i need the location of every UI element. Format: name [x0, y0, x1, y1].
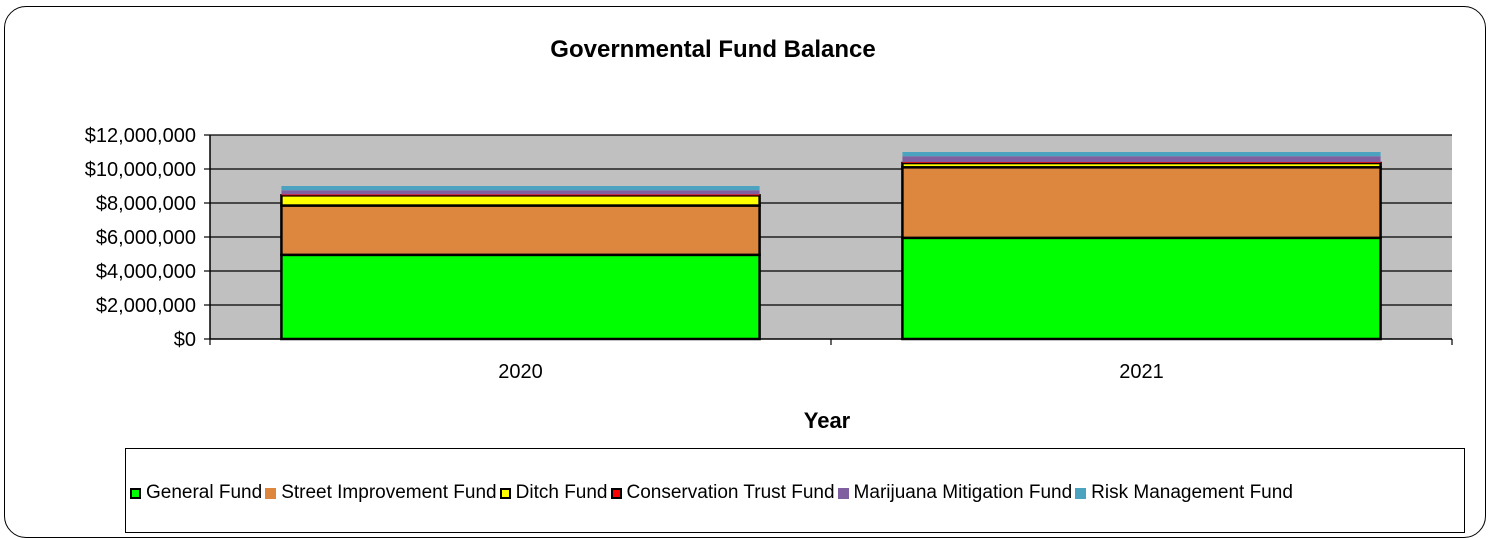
y-tick-label: $6,000,000	[96, 227, 196, 249]
legend-swatch	[837, 487, 849, 499]
y-tick-label: $4,000,000	[96, 261, 196, 283]
legend-swatch	[130, 487, 141, 499]
legend-swatch	[1075, 487, 1087, 499]
legend-label: Conservation Trust Fund	[626, 482, 835, 503]
x-ticks: 2020 2021	[209, 339, 1453, 383]
y-tick-label: $2,000,000	[96, 295, 196, 317]
x-tick-label: 2020	[498, 361, 543, 383]
bar-segment	[902, 156, 1381, 163]
legend-label: Risk Management Fund	[1091, 482, 1293, 503]
legend-item: Ditch Fund	[499, 482, 608, 504]
bar-segment	[281, 194, 760, 196]
chart-title: Governmental Fund Balance	[550, 36, 876, 63]
legend-label: Marijuana Mitigation Fund	[853, 482, 1073, 503]
y-tick-label: $0	[174, 329, 196, 351]
legend-label: Ditch Fund	[515, 482, 608, 503]
legend-label: Street Improvement Fund	[281, 482, 497, 503]
legend-item: Risk Management Fund	[1075, 482, 1293, 504]
legend-item: Marijuana Mitigation Fund	[837, 482, 1073, 504]
legend-swatch	[265, 487, 277, 499]
y-ticks: $0 $2,000,000 $4,000,000 $6,000,000 $8,000,0…	[85, 125, 210, 351]
bars	[280, 152, 1382, 341]
legend-item: General Fund	[130, 482, 262, 504]
y-tick-label: $8,000,000	[96, 193, 196, 215]
x-tick-label: 2021	[1119, 361, 1164, 383]
legend-swatch	[499, 487, 511, 499]
legend-row: General Fund Street Improvement Fund Ditch…	[130, 482, 1296, 504]
bar-segment	[280, 194, 761, 207]
bar-segment	[281, 190, 760, 195]
bar-segment	[901, 166, 1382, 240]
bar-segment	[902, 152, 1381, 157]
legend-item: Conservation Trust Fund	[610, 482, 835, 504]
bar-segment	[280, 253, 761, 341]
x-axis-label: Year	[804, 408, 851, 433]
bar-segment	[280, 204, 761, 257]
bar-segment	[901, 236, 1382, 341]
bar-segment	[901, 161, 1382, 169]
bar-segment	[281, 186, 760, 191]
bar-segment	[902, 162, 1381, 164]
legend: General Fund Street Improvement Fund Ditch…	[125, 448, 1465, 533]
y-tick-label: $12,000,000	[85, 125, 196, 147]
legend-label: General Fund	[146, 482, 263, 503]
legend-item: Street Improvement Fund	[265, 482, 497, 504]
y-tick-label: $10,000,000	[85, 159, 196, 181]
legend-swatch	[610, 487, 622, 499]
